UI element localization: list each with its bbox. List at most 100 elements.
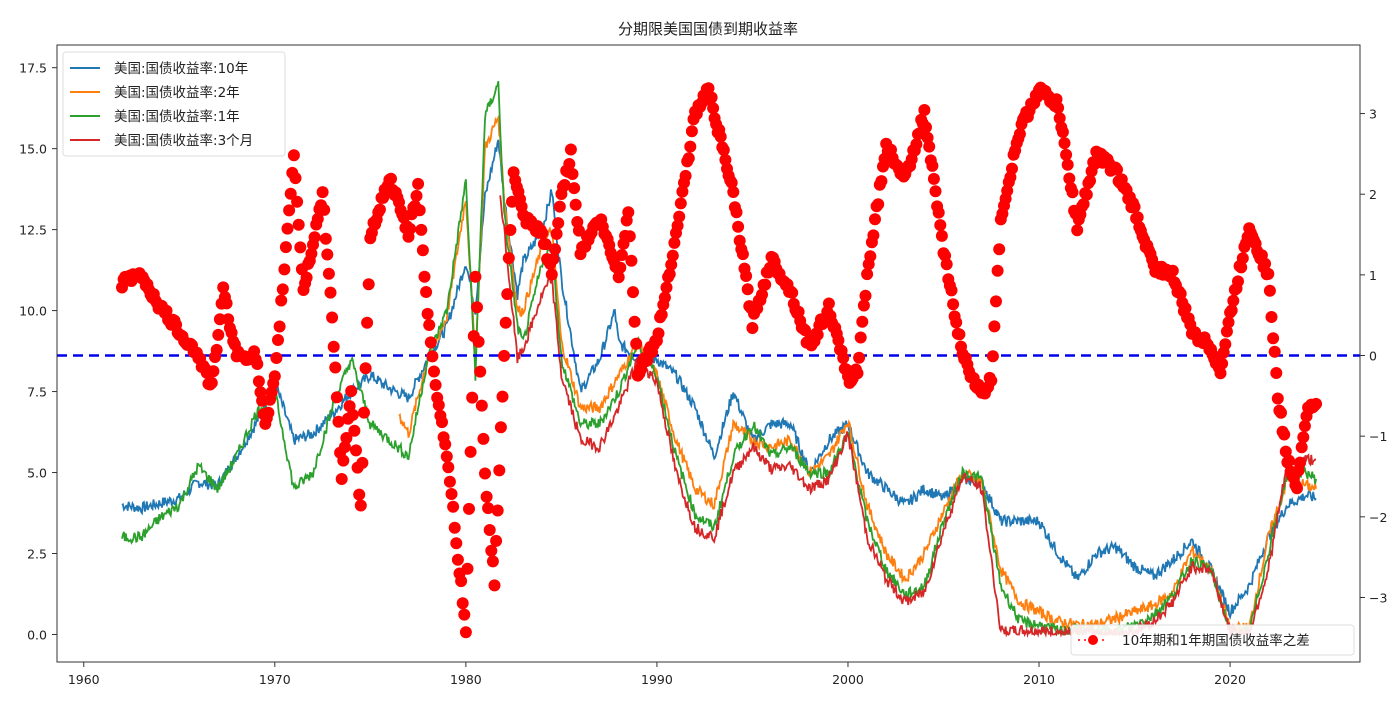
spread-dot (1063, 172, 1076, 185)
spread-dot (300, 271, 313, 284)
legend-left: 美国:国债收益率:10年 美国:国债收益率:2年 美国:国债收益率:1年 美国:… (62, 51, 286, 157)
spread-dot (501, 288, 514, 301)
spread-dot (553, 200, 566, 213)
spread-dot (991, 264, 1004, 277)
spread-dot (1283, 454, 1295, 467)
spread-dot (707, 102, 720, 115)
spread-dot (1077, 198, 1090, 211)
y-tick-label: 17.5 (19, 61, 47, 76)
spread-dot (442, 461, 455, 474)
spread-dot (630, 337, 643, 350)
spread-dot (566, 168, 579, 180)
spread-dot (213, 313, 226, 326)
spread-dot (276, 283, 289, 296)
y-tick-label: 12.5 (19, 223, 47, 238)
spread-dot (418, 270, 431, 283)
spread-dot (318, 203, 331, 216)
spread-dot (1279, 445, 1292, 458)
spread-dot (673, 210, 686, 223)
spread-dot (471, 301, 483, 314)
spread-dot (1214, 367, 1227, 380)
spread-dot (934, 219, 947, 232)
spread-dot (719, 153, 732, 166)
spread-dot (1278, 428, 1291, 441)
spread-dot (252, 375, 265, 388)
x-tick-label: 2010 (1023, 672, 1055, 687)
legend-right-box (1070, 624, 1355, 656)
spread-dot (568, 182, 581, 195)
spread-dot (439, 438, 452, 451)
spread-dot (741, 283, 754, 296)
spread-dot (416, 244, 429, 257)
spread-dot (993, 243, 1006, 256)
spread-dot (469, 270, 482, 283)
spread-dot (714, 130, 727, 143)
spread-dot (623, 230, 636, 243)
spread-dot (628, 315, 641, 328)
spread-dot (291, 195, 304, 208)
spread-dot (950, 316, 963, 329)
spread-dot (426, 350, 439, 363)
spread-dot (262, 406, 275, 419)
series-line-3 (499, 195, 1317, 639)
spread-dot (910, 138, 923, 151)
spread-dot (450, 537, 463, 550)
legend-label-2y: 美国:国债收益率:2年 (114, 84, 240, 101)
spread-dot (1268, 345, 1281, 358)
y-tick-label: 0.0 (27, 627, 47, 642)
spread-dot (799, 324, 811, 337)
spread-dot (857, 299, 870, 312)
spread-dot (324, 286, 337, 299)
spread-dot (861, 268, 874, 281)
spread-dot (740, 270, 753, 282)
x-tick-label: 1990 (641, 672, 673, 687)
spread-dot (345, 385, 358, 398)
spread-dot (456, 597, 469, 610)
spread-dot (486, 555, 499, 568)
spread-dot (1179, 302, 1192, 315)
spread-dot (727, 186, 740, 198)
spread-dot (1225, 304, 1238, 317)
spread-dot (1060, 148, 1073, 161)
spread-dot (612, 271, 625, 284)
spread-dot (504, 224, 517, 236)
spread-dot (319, 232, 332, 245)
series-lines (121, 81, 1317, 639)
spread-dot (404, 222, 417, 235)
spread-dot (1128, 200, 1141, 213)
spread-dot (268, 370, 281, 383)
chart-title: 分期限美国国债到期收益率 (618, 20, 798, 38)
spread-dot (1297, 431, 1310, 444)
spread-dot (536, 227, 549, 240)
spread-dot (160, 304, 173, 317)
spread-dot (1310, 397, 1323, 410)
spread-dot (1111, 163, 1123, 176)
spread-dot (294, 241, 307, 254)
spread-dot (1013, 128, 1026, 140)
spread-dot (326, 311, 339, 324)
spread-dot (385, 172, 397, 185)
spread-dot (988, 320, 1001, 333)
spread-dot (348, 424, 361, 437)
spread-dot (867, 229, 880, 242)
spread-dot (702, 82, 715, 95)
spread-dot (1219, 338, 1232, 351)
spread-dot (474, 365, 487, 378)
spread-dot (275, 294, 288, 307)
spread-dot (558, 179, 571, 191)
spread-dot (1271, 392, 1284, 405)
spread-dot (547, 253, 560, 266)
spread-dot (354, 499, 367, 512)
spread-dot (458, 608, 471, 621)
spread-dot (625, 254, 638, 267)
spread-dot (412, 177, 425, 190)
spread-dot (337, 454, 350, 467)
spread-dot (684, 140, 697, 153)
spread-dot (329, 361, 342, 374)
spread-dot (658, 291, 671, 304)
spread-dot (292, 218, 305, 231)
spread-dot (207, 365, 220, 378)
y2-tick-label: 0 (1369, 349, 1377, 364)
spread-dot (655, 308, 668, 321)
spread-dot (811, 328, 824, 341)
